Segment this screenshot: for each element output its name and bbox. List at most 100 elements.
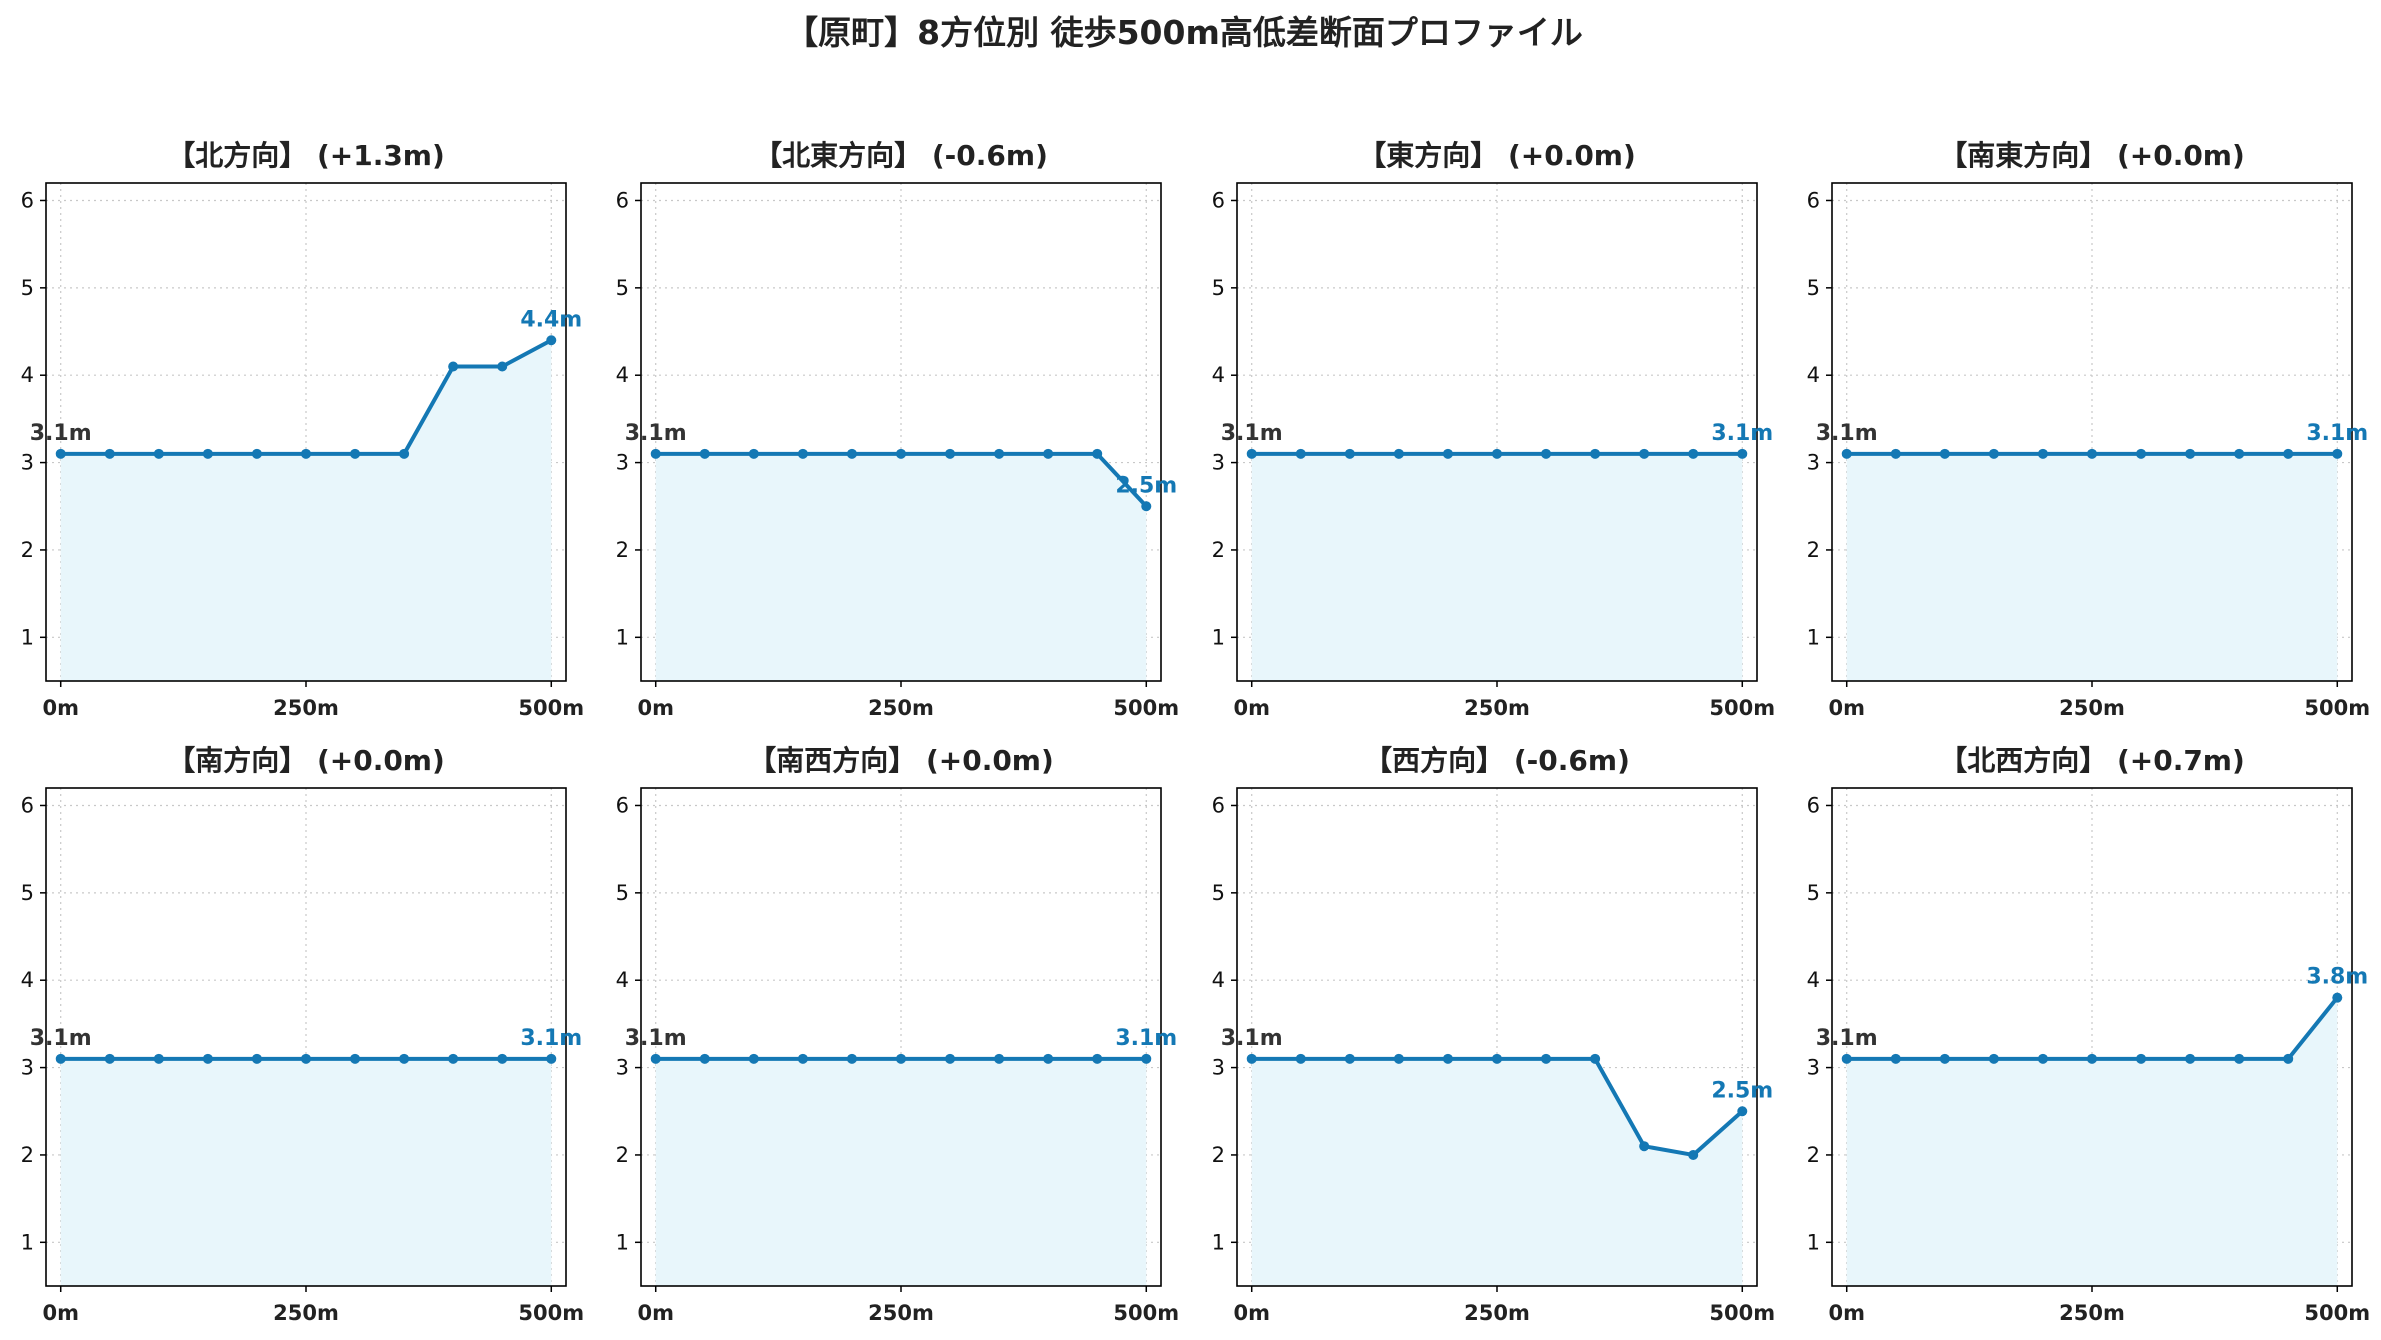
y-tick-label: 5: [616, 881, 629, 905]
end-elevation-label: 3.1m: [1115, 1026, 1177, 1051]
elevation-area: [655, 453, 1147, 681]
elevation-point: [1295, 1053, 1306, 1064]
elevation-area: [1251, 1058, 1743, 1286]
panel-title: 【南西方向】 (+0.0m): [748, 744, 1054, 777]
x-tick-label: 250m: [273, 696, 339, 720]
y-tick-label: 1: [1212, 625, 1225, 649]
start-elevation-label: 3.1m: [1816, 1026, 1878, 1051]
elevation-point: [2037, 448, 2048, 459]
y-tick-label: 1: [1807, 625, 1820, 649]
elevation-point: [2037, 1053, 2048, 1064]
elevation-point: [399, 1053, 410, 1064]
elevation-point: [1541, 448, 1552, 459]
y-tick-label: 1: [21, 1230, 34, 1254]
y-tick-label: 2: [1807, 538, 1820, 562]
profile-panel: 【北東方向】 (-0.6m) 1 2 3 4 5 6 0m 250m 500m 3.1m 2.5m: [616, 139, 1180, 720]
x-tick-label: 250m: [868, 696, 934, 720]
x-tick-label: 500m: [1113, 696, 1179, 720]
y-tick-label: 2: [616, 1143, 629, 1167]
elevation-point: [2087, 448, 2097, 459]
elevation-point: [497, 361, 508, 372]
elevation-point: [251, 448, 262, 459]
end-elevation-label: 2.5m: [1711, 1078, 1773, 1103]
elevation-point: [251, 1053, 262, 1064]
panel-title: 【北東方向】 (-0.6m): [754, 139, 1048, 172]
x-tick-label: 500m: [2304, 696, 2370, 720]
y-tick-label: 3: [1212, 1056, 1225, 1080]
x-tick-label: 0m: [1828, 696, 1865, 720]
elevation-point: [1092, 448, 1103, 459]
y-tick-label: 6: [1212, 793, 1225, 817]
x-tick-label: 500m: [1709, 1301, 1775, 1325]
panel-title: 【南東方向】 (+0.0m): [1939, 139, 2245, 172]
y-tick-label: 5: [1212, 881, 1225, 905]
x-tick-label: 500m: [1709, 696, 1775, 720]
elevation-point: [699, 1053, 710, 1064]
elevation-point: [748, 1053, 759, 1064]
y-tick-label: 2: [1212, 538, 1225, 562]
elevation-point: [1890, 448, 1901, 459]
elevation-point: [797, 448, 808, 459]
x-tick-label: 500m: [1113, 1301, 1179, 1325]
elevation-point: [1541, 1053, 1552, 1064]
y-tick-label: 1: [616, 1230, 629, 1254]
elevation-point: [350, 448, 361, 459]
profile-panel: 【南西方向】 (+0.0m) 1 2 3 4 5 6 0m 250m 500m 3.1m 3.1m: [616, 744, 1180, 1325]
end-elevation-label: 3.1m: [2306, 421, 2368, 446]
y-tick-label: 2: [21, 1143, 34, 1167]
elevation-point: [546, 1053, 557, 1064]
y-tick-label: 6: [616, 188, 629, 212]
end-elevation-label: 3.8m: [2306, 965, 2368, 990]
elevation-point: [153, 1053, 164, 1064]
x-tick-label: 0m: [1828, 1301, 1865, 1325]
panel-title: 【北西方向】 (+0.7m): [1939, 744, 2245, 777]
x-tick-label: 0m: [1233, 696, 1270, 720]
y-tick-label: 6: [21, 793, 34, 817]
elevation-point: [1141, 501, 1152, 512]
y-tick-label: 4: [1212, 968, 1225, 992]
start-elevation-label: 3.1m: [625, 421, 687, 446]
elevation-point: [2136, 1053, 2147, 1064]
y-tick-label: 6: [616, 793, 629, 817]
profile-panel: 【南方向】 (+0.0m) 1 2 3 4 5 6 0m 250m 500m 3.1m 3.1m: [21, 744, 585, 1325]
elevation-point: [650, 1053, 661, 1064]
elevation-point: [650, 448, 661, 459]
y-tick-label: 4: [21, 363, 34, 387]
elevation-point: [202, 448, 213, 459]
y-tick-label: 1: [616, 625, 629, 649]
panel-title: 【南方向】 (+0.0m): [167, 744, 445, 777]
elevation-point: [2185, 448, 2196, 459]
elevation-point: [1988, 1053, 1999, 1064]
start-elevation-label: 3.1m: [30, 1026, 92, 1051]
y-tick-label: 6: [1212, 188, 1225, 212]
elevation-point: [2332, 992, 2343, 1003]
elevation-point: [55, 448, 66, 459]
elevation-point: [1737, 448, 1748, 459]
y-tick-label: 3: [1807, 1056, 1820, 1080]
figure-title: 【原町】8方位別 徒歩500m高低差断面プロファイル: [785, 13, 1583, 52]
elevation-point: [1043, 448, 1054, 459]
y-tick-label: 1: [21, 625, 34, 649]
y-tick-label: 4: [616, 363, 629, 387]
x-tick-label: 500m: [2304, 1301, 2370, 1325]
y-tick-label: 3: [616, 451, 629, 475]
elevation-point: [1344, 448, 1355, 459]
y-tick-label: 4: [1807, 363, 1820, 387]
y-tick-label: 5: [21, 276, 34, 300]
elevation-area: [1251, 453, 1743, 681]
end-elevation-label: 2.5m: [1115, 473, 1177, 498]
elevation-point: [1295, 448, 1306, 459]
elevation-point: [546, 335, 557, 346]
elevation-area: [1846, 997, 2338, 1286]
y-tick-label: 4: [1212, 363, 1225, 387]
y-tick-label: 3: [1212, 451, 1225, 475]
x-tick-label: 250m: [273, 1301, 339, 1325]
elevation-point: [399, 448, 410, 459]
x-tick-label: 250m: [1464, 696, 1530, 720]
end-elevation-label: 4.4m: [520, 307, 582, 332]
x-tick-label: 0m: [42, 696, 79, 720]
elevation-point: [945, 1053, 956, 1064]
profile-panel: 【北西方向】 (+0.7m) 1 2 3 4 5 6 0m 250m 500m 3.1m 3.8m: [1807, 744, 2371, 1325]
elevation-point: [1492, 448, 1502, 459]
elevation-point: [846, 1053, 857, 1064]
